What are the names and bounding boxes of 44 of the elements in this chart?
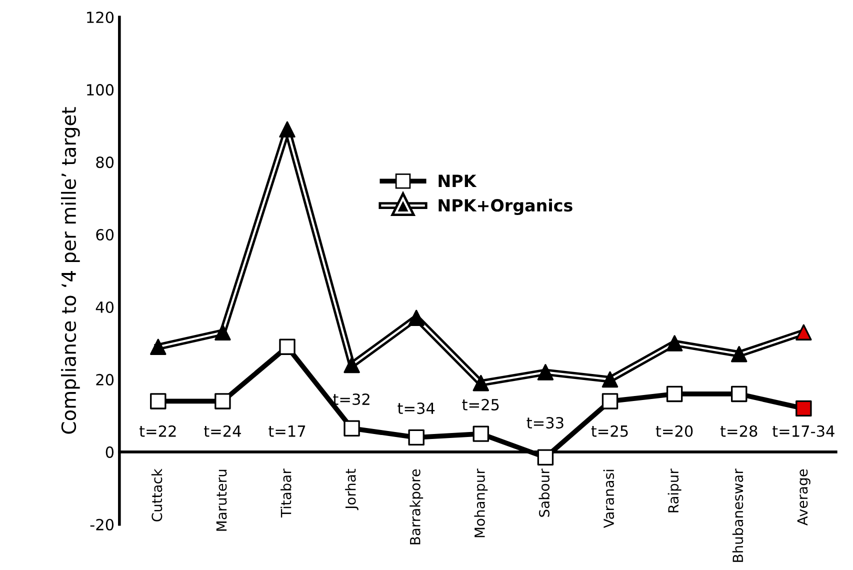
point xyxy=(214,324,231,340)
x-tick-label: Average xyxy=(797,469,810,526)
point xyxy=(537,364,554,380)
x-tick-label: Maruteru xyxy=(216,470,227,531)
point xyxy=(279,121,296,138)
y-tick-label: 60 xyxy=(96,228,114,241)
annotation: t=25 xyxy=(591,425,628,437)
x-tick-label: Bhubaneswar xyxy=(732,468,744,562)
y-tick-label: 0 xyxy=(106,446,114,458)
point xyxy=(730,346,748,362)
annotation: t=22 xyxy=(139,425,176,437)
x-tick-label: Titabar xyxy=(280,468,292,518)
annotation: t=32 xyxy=(333,393,370,406)
point xyxy=(472,374,490,392)
point xyxy=(150,338,166,355)
y-tick-label: 80 xyxy=(96,156,114,168)
y-tick-label: 100 xyxy=(87,84,114,96)
annotation: t=20 xyxy=(656,425,693,437)
y-tick-label: 20 xyxy=(96,374,114,386)
x-tick-label: Cuttack xyxy=(151,468,162,522)
x-tick-label: Mohanpur xyxy=(474,468,488,538)
y-tick-label: 120 xyxy=(87,12,114,24)
x-tick-label: Barrakpore xyxy=(410,469,424,544)
point xyxy=(666,335,683,352)
annotation: t=17 xyxy=(268,426,306,437)
annotation: t=28 xyxy=(720,425,758,437)
annotation: t=34 xyxy=(398,402,435,414)
y-axis-title: Compliance to ‘4 per mille’ target xyxy=(61,107,80,434)
point xyxy=(602,371,618,388)
x-tick-label: Varanasi xyxy=(603,470,614,528)
x-tick-label: Jorhat xyxy=(345,468,358,510)
annotation: t=24 xyxy=(204,425,241,437)
point xyxy=(408,310,424,326)
point xyxy=(344,356,360,374)
legend-label: NPK xyxy=(438,174,477,187)
x-tick-label: Sabour xyxy=(538,468,550,517)
annotation: t=25 xyxy=(462,398,499,410)
annotation: t=17-34 xyxy=(772,425,834,437)
point xyxy=(796,324,812,340)
annotation: t=33 xyxy=(526,417,564,429)
legend-label: NPK+Organics xyxy=(438,198,572,216)
y-tick-label: 40 xyxy=(96,301,114,314)
y-tick-label: -20 xyxy=(90,518,114,530)
x-tick-label: Raipur xyxy=(668,468,682,512)
